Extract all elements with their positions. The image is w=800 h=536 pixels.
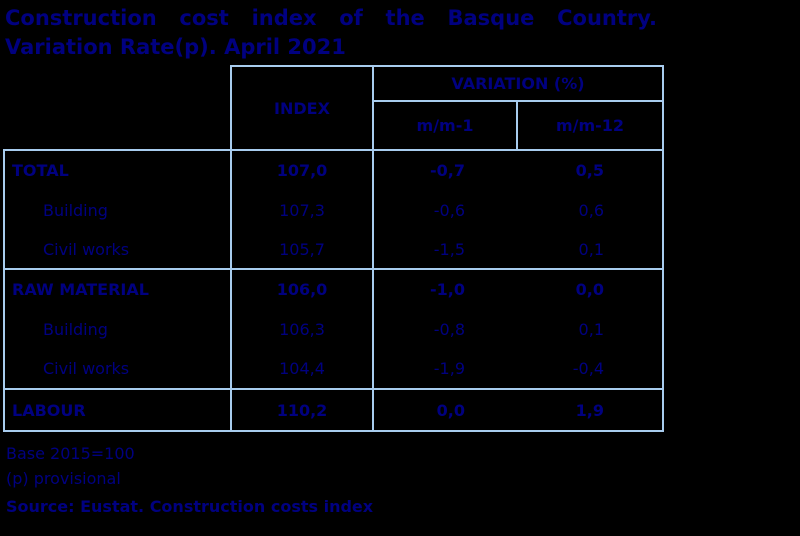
- row-label: Civil works: [3, 349, 231, 389]
- title-line-2: Variation Rate(p). April 2021: [5, 35, 346, 59]
- mm1-value: -0,7: [373, 149, 517, 190]
- table-row-raw-building: Building 106,3 -0,8 0,1: [3, 309, 664, 349]
- row-label: LABOUR: [3, 388, 231, 432]
- mm1-value: 0,0: [373, 388, 517, 432]
- row-label: RAW MATERIAL: [3, 268, 231, 309]
- column-header-mm1: m/m-1: [372, 100, 518, 151]
- mm12-value: 1,9: [517, 388, 664, 432]
- mm1-value: -0,8: [433, 319, 465, 339]
- mm12-value: 0,1: [517, 309, 664, 349]
- column-header-variation: VARIATION (%): [372, 65, 664, 102]
- mm1-value: -1,0: [373, 268, 517, 309]
- mm12-value: 0,1: [517, 230, 664, 269]
- index-value: 105,7: [230, 230, 374, 269]
- index-value: 107,3: [230, 190, 374, 230]
- index-value: 104,4: [230, 349, 374, 389]
- footnote-base: Base 2015=100: [6, 444, 135, 463]
- row-label: Civil works: [3, 230, 231, 269]
- mm12-value: -0,4: [517, 349, 664, 389]
- mm12-value: 0,5: [517, 149, 664, 190]
- blank-corner-cell: [4, 66, 231, 150]
- table-row-labour: LABOUR 110,2 0,0 1,9: [3, 388, 664, 432]
- mm12-value: 0,6: [517, 190, 664, 230]
- mm1-value: -1,9: [433, 359, 465, 378]
- index-value: 110,2: [230, 388, 374, 432]
- mm1-value: -0,6: [433, 200, 465, 220]
- table-row-total: TOTAL 107,0 -0,7 0,5: [3, 149, 664, 190]
- chart-title: Construction cost index of the Basque Country.…: [5, 4, 657, 62]
- mm1-value: -1,5: [433, 239, 465, 259]
- title-line-1: Construction cost index of the Basque Country.: [5, 6, 657, 30]
- mm12-value: 0,0: [517, 268, 664, 309]
- index-value: 107,0: [230, 149, 374, 190]
- index-value: 106,3: [230, 309, 374, 349]
- footnote-provisional: (p) provisional: [6, 469, 121, 488]
- table-row-raw-civil-works: Civil works 104,4 -1,9 -0,4: [3, 349, 664, 389]
- column-header-mm12: m/m-12: [516, 100, 664, 151]
- table-row-total-civil-works: Civil works 105,7 -1,5 0,1: [3, 230, 664, 269]
- row-label: Building: [3, 190, 231, 230]
- table-row-total-building: Building 107,3 -0,6 0,6: [3, 190, 664, 230]
- table-row-raw-material: RAW MATERIAL 106,0 -1,0 0,0: [3, 268, 664, 309]
- index-value: 106,0: [230, 268, 374, 309]
- source-note: Source: Eustat. Construction costs index: [6, 497, 374, 516]
- cost-index-table: INDEX VARIATION (%) m/m-1 m/m-12 TOTAL 1…: [3, 65, 664, 432]
- header-row-variation: INDEX VARIATION (%): [4, 65, 664, 151]
- header-row-periods: m/m-1 m/m-12: [4, 100, 664, 151]
- footnotes: Base 2015=100 (p) provisional: [6, 441, 135, 491]
- row-label: TOTAL: [3, 149, 231, 190]
- row-label: Building: [3, 309, 231, 349]
- column-header-index: INDEX: [230, 65, 374, 151]
